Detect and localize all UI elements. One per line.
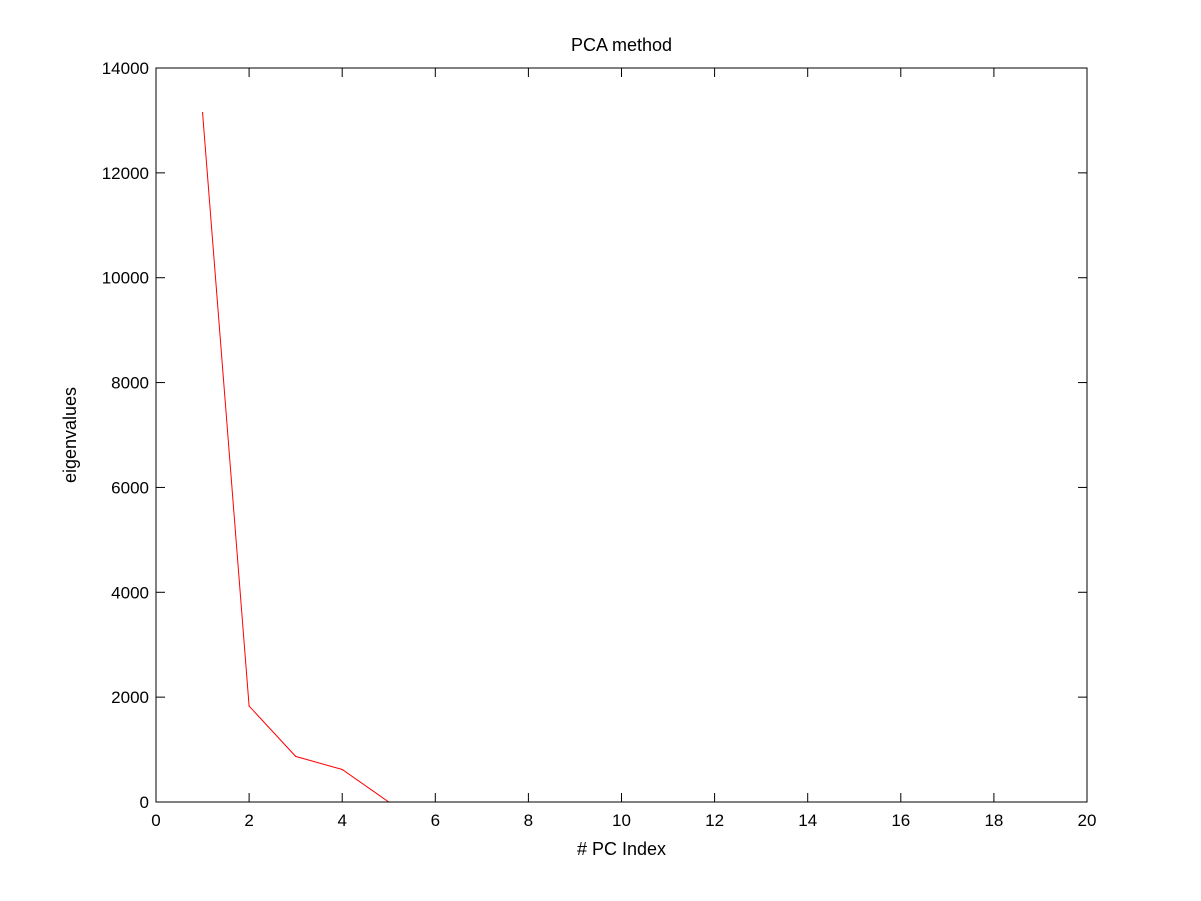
eigenvalue-point	[341, 768, 343, 771]
eigenvalue-point	[248, 705, 250, 707]
x-tick-label: 2	[244, 811, 253, 830]
x-tick-label: 8	[524, 811, 533, 830]
x-tick-label: 20	[1078, 811, 1097, 830]
eigenvalue-point	[201, 111, 204, 114]
y-tick-label: 0	[140, 793, 149, 812]
x-axis-ticks: 0 2 4 6 8 10 12 14 16 18 20	[151, 68, 1096, 830]
plot-area	[156, 68, 1087, 802]
eigenvalue-point	[295, 755, 297, 757]
chart-title: PCA method	[571, 35, 672, 55]
x-tick-label: 18	[984, 811, 1003, 830]
x-tick-label: 10	[612, 811, 631, 830]
x-tick-label: 14	[798, 811, 817, 830]
y-tick-label: 14000	[102, 59, 149, 78]
x-tick-label: 16	[891, 811, 910, 830]
x-tick-label: 0	[151, 811, 160, 830]
y-tick-label: 10000	[102, 269, 149, 288]
y-tick-label: 2000	[111, 688, 149, 707]
x-axis-label: # PC Index	[577, 839, 666, 859]
x-tick-label: 12	[705, 811, 724, 830]
y-axis-ticks: 0 2000 4000 6000 8000 10000 12000 14000	[102, 59, 1087, 812]
y-tick-label: 8000	[111, 374, 149, 393]
x-tick-label: 6	[431, 811, 440, 830]
x-tick-label: 4	[337, 811, 346, 830]
y-tick-label: 4000	[111, 583, 149, 602]
y-axis-label: eigenvalues	[60, 387, 80, 483]
y-tick-label: 12000	[102, 164, 149, 183]
y-tick-label: 6000	[111, 478, 149, 497]
